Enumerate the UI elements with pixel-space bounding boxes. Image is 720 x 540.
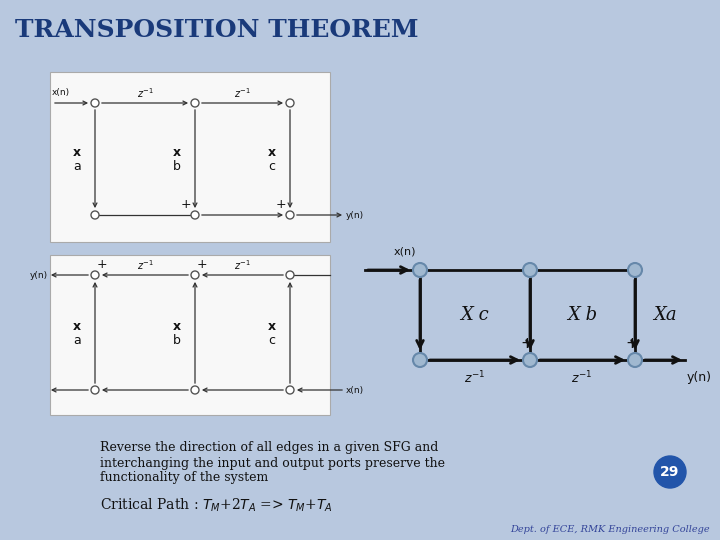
Text: X b: X b — [567, 306, 597, 324]
Circle shape — [413, 353, 427, 367]
Text: +: + — [626, 336, 639, 352]
Circle shape — [191, 211, 199, 219]
Text: x: x — [173, 146, 181, 159]
Text: +: + — [276, 199, 287, 212]
Text: y(n): y(n) — [30, 271, 48, 280]
Text: x: x — [173, 320, 181, 333]
Circle shape — [628, 263, 642, 277]
Text: c: c — [269, 160, 276, 173]
Text: +: + — [197, 259, 207, 272]
Text: x: x — [268, 146, 276, 159]
Text: $z^{-1}$: $z^{-1}$ — [233, 258, 251, 272]
Circle shape — [191, 99, 199, 107]
Text: a: a — [73, 160, 81, 173]
Text: c: c — [269, 334, 276, 347]
Text: +: + — [96, 259, 107, 272]
Text: TRANSPOSITION THEOREM: TRANSPOSITION THEOREM — [15, 18, 418, 42]
Circle shape — [286, 386, 294, 394]
Circle shape — [91, 99, 99, 107]
FancyBboxPatch shape — [50, 72, 330, 242]
Text: $z^{-1}$: $z^{-1}$ — [464, 370, 485, 386]
Text: +: + — [181, 199, 192, 212]
Text: y(n): y(n) — [687, 372, 712, 384]
Text: functionality of the system: functionality of the system — [100, 471, 269, 484]
Text: x(n): x(n) — [52, 89, 70, 98]
Circle shape — [191, 271, 199, 279]
Circle shape — [654, 456, 686, 488]
Text: b: b — [173, 334, 181, 347]
Circle shape — [91, 211, 99, 219]
Text: 29: 29 — [660, 465, 680, 479]
Circle shape — [286, 271, 294, 279]
Circle shape — [191, 386, 199, 394]
Text: Reverse the direction of all edges in a given SFG and: Reverse the direction of all edges in a … — [100, 442, 438, 455]
Text: x(n): x(n) — [394, 247, 416, 257]
Circle shape — [523, 263, 537, 277]
Text: +: + — [521, 336, 534, 352]
Text: b: b — [173, 160, 181, 173]
Circle shape — [413, 263, 427, 277]
Text: $z^{-1}$: $z^{-1}$ — [137, 258, 153, 272]
Text: Xa: Xa — [653, 306, 677, 324]
Circle shape — [523, 353, 537, 367]
Text: x: x — [73, 146, 81, 159]
Text: $z^{-1}$: $z^{-1}$ — [233, 86, 251, 100]
Text: interchanging the input and output ports preserve the: interchanging the input and output ports… — [100, 456, 445, 469]
Text: $z^{-1}$: $z^{-1}$ — [572, 370, 593, 386]
Circle shape — [628, 353, 642, 367]
Text: X c: X c — [461, 306, 490, 324]
Text: x(n): x(n) — [346, 386, 364, 395]
Text: Critical Path : $T_M$+2$T_A$ => $T_M$+$T_A$: Critical Path : $T_M$+2$T_A$ => $T_M$+$T… — [100, 496, 333, 514]
Text: a: a — [73, 334, 81, 347]
Text: x: x — [73, 320, 81, 333]
Text: Dept. of ECE, RMK Engineering College: Dept. of ECE, RMK Engineering College — [510, 525, 710, 535]
Text: x: x — [268, 320, 276, 333]
Text: y(n): y(n) — [346, 211, 364, 219]
Circle shape — [91, 271, 99, 279]
Circle shape — [286, 99, 294, 107]
Circle shape — [286, 211, 294, 219]
Circle shape — [91, 386, 99, 394]
Text: $z^{-1}$: $z^{-1}$ — [137, 86, 153, 100]
FancyBboxPatch shape — [50, 255, 330, 415]
